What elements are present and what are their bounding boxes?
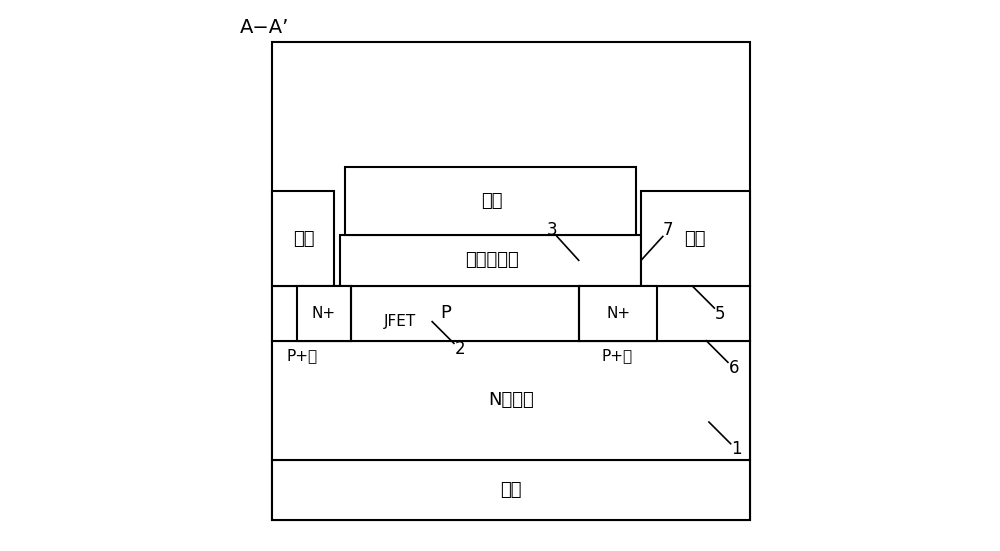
Text: 2: 2 — [454, 340, 465, 358]
Text: N+: N+ — [312, 306, 336, 321]
Text: 5: 5 — [715, 305, 725, 323]
Text: 源极: 源极 — [685, 230, 706, 247]
Bar — [579, 287, 657, 341]
Text: 1: 1 — [731, 440, 742, 458]
Text: 6: 6 — [728, 359, 739, 377]
Bar — [340, 235, 641, 287]
Bar — [296, 287, 351, 341]
Text: P+阱: P+阱 — [286, 348, 317, 363]
Text: 栌极: 栌极 — [481, 192, 503, 209]
Text: 衅底: 衅底 — [500, 481, 522, 499]
Text: N漂移区: N漂移区 — [488, 391, 534, 409]
Bar — [641, 191, 750, 287]
Text: A−A’: A−A’ — [240, 18, 289, 37]
Text: 7: 7 — [663, 222, 674, 239]
Text: 源极: 源极 — [293, 230, 314, 247]
Text: JFET: JFET — [383, 314, 416, 329]
Text: N+: N+ — [606, 306, 630, 321]
Bar — [272, 460, 750, 520]
Text: 3: 3 — [546, 222, 557, 239]
Bar — [345, 167, 636, 235]
Bar — [272, 287, 750, 341]
Bar — [272, 191, 334, 287]
Text: P+阱: P+阱 — [601, 348, 632, 363]
Text: 栌极氧化物: 栌极氧化物 — [465, 251, 519, 269]
Bar — [272, 42, 750, 520]
Bar — [272, 341, 750, 460]
Text: P: P — [440, 305, 451, 322]
